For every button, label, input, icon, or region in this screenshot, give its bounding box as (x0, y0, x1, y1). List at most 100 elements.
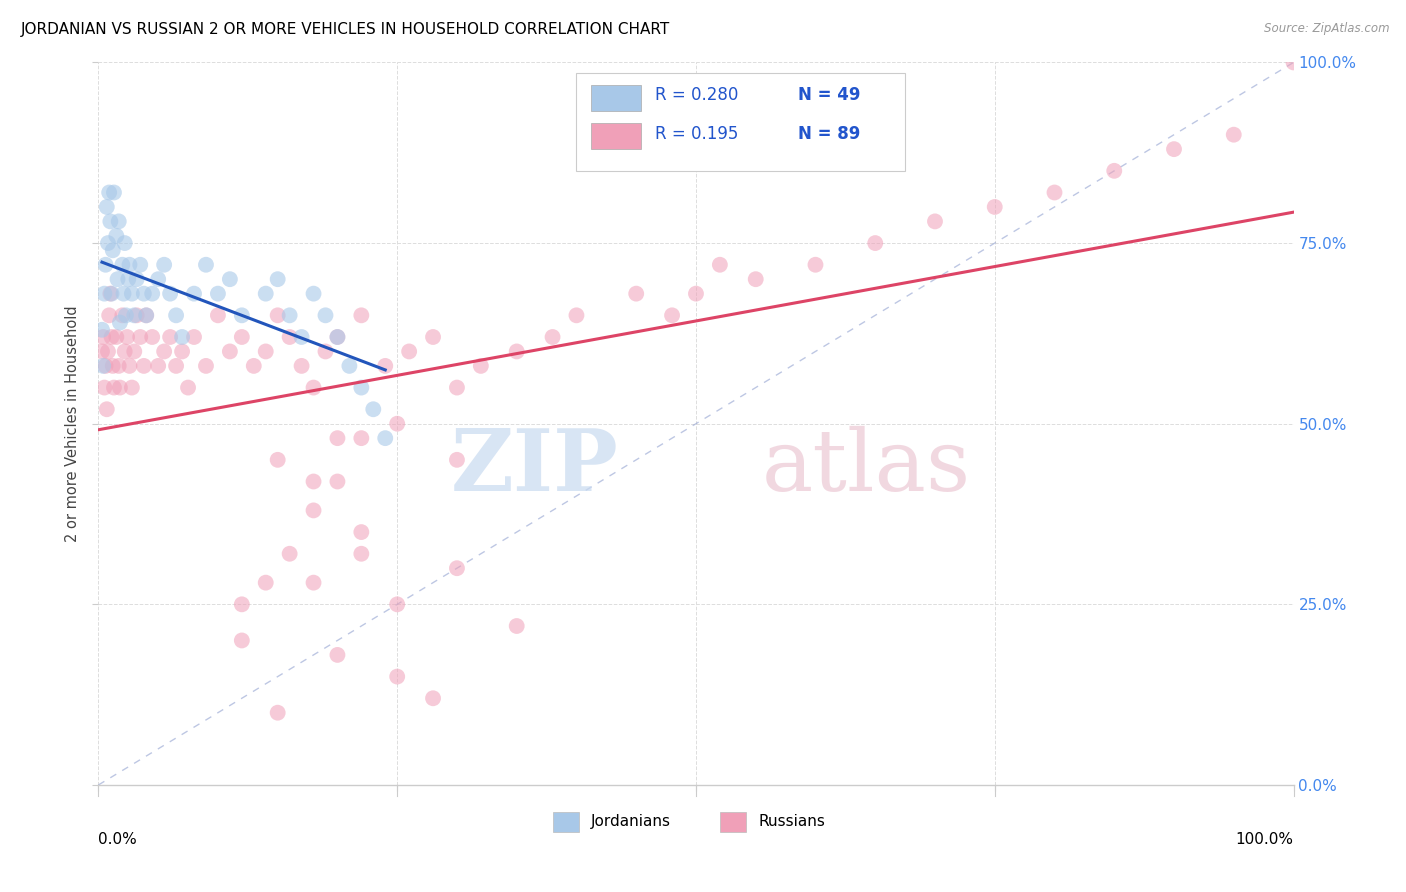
Point (159, 286, 181, 301)
Text: ZIP: ZIP (450, 425, 619, 509)
Point (339, 359, 361, 373)
Point (565, 309, 588, 323)
Point (129, 258, 152, 272)
Point (195, 258, 218, 272)
Point (105, 330, 128, 344)
Point (350, 547, 373, 561)
Point (243, 359, 266, 373)
Point (91, 359, 114, 373)
Point (422, 691, 444, 706)
Bar (720, 812, 747, 832)
Point (93, 380, 115, 394)
Point (94, 359, 117, 373)
Point (148, 272, 170, 286)
Point (326, 330, 349, 344)
Point (804, 258, 827, 272)
Text: N = 49: N = 49 (797, 87, 860, 104)
Point (291, 330, 314, 344)
Point (121, 286, 143, 301)
Point (103, 380, 125, 394)
Bar (591, 123, 641, 149)
Point (121, 380, 143, 394)
Point (103, 186, 125, 200)
Point (302, 380, 325, 394)
Point (141, 286, 163, 301)
Point (350, 380, 373, 394)
Text: R = 0.280: R = 0.280 (655, 87, 738, 104)
Y-axis label: 2 or more Vehicles in Household: 2 or more Vehicles in Household (65, 305, 80, 542)
Point (98, 309, 121, 323)
Point (91, 344, 114, 359)
Point (709, 258, 731, 272)
Point (385, 598, 409, 612)
Text: 0.0%: 0.0% (98, 832, 138, 847)
Bar (553, 812, 579, 832)
Point (105, 228, 128, 243)
Point (112, 286, 135, 301)
Point (1043, 186, 1066, 200)
Point (1104, 164, 1126, 178)
Point (267, 272, 290, 286)
Point (148, 359, 170, 373)
Point (98, 214, 122, 228)
Point (350, 524, 373, 539)
Point (135, 309, 157, 323)
Point (398, 344, 420, 359)
Point (1282, 55, 1305, 70)
Point (107, 359, 129, 373)
Point (326, 475, 349, 489)
Point (153, 344, 176, 359)
Point (114, 235, 136, 250)
Point (94, 258, 117, 272)
Point (745, 272, 768, 286)
Point (107, 272, 129, 286)
Point (100, 286, 122, 301)
Point (177, 380, 200, 394)
Point (254, 344, 277, 359)
Point (117, 272, 139, 286)
Point (326, 330, 349, 344)
Point (98, 286, 122, 301)
Point (231, 309, 253, 323)
Point (363, 402, 385, 417)
Point (172, 344, 194, 359)
Point (446, 453, 468, 467)
Point (118, 258, 141, 272)
Text: Jordanians: Jordanians (591, 814, 671, 830)
Point (125, 309, 148, 323)
Point (302, 503, 325, 517)
Point (153, 258, 176, 272)
Point (470, 359, 492, 373)
Point (385, 669, 409, 683)
Point (207, 309, 229, 323)
Point (115, 330, 138, 344)
Point (984, 200, 1007, 214)
Point (661, 309, 683, 323)
Point (96, 402, 118, 417)
Point (254, 286, 277, 301)
Point (97, 344, 120, 359)
Text: Source: ZipAtlas.com: Source: ZipAtlas.com (1264, 22, 1389, 36)
Point (111, 258, 134, 272)
Point (254, 575, 277, 590)
Point (108, 380, 131, 394)
Text: Russians: Russians (758, 814, 825, 830)
Point (446, 561, 468, 575)
Point (326, 431, 349, 445)
Point (267, 706, 290, 720)
Point (685, 286, 707, 301)
FancyBboxPatch shape (576, 73, 905, 171)
Point (350, 309, 373, 323)
Point (219, 344, 242, 359)
Point (446, 380, 468, 394)
Point (100, 330, 122, 344)
Text: JORDANIAN VS RUSSIAN 2 OR MORE VEHICLES IN HOUSEHOLD CORRELATION CHART: JORDANIAN VS RUSSIAN 2 OR MORE VEHICLES … (21, 22, 671, 37)
Point (541, 330, 564, 344)
Point (124, 344, 146, 359)
Text: 100.0%: 100.0% (1236, 832, 1294, 847)
Point (422, 330, 444, 344)
Point (93, 286, 115, 301)
Point (291, 359, 314, 373)
Point (118, 359, 141, 373)
Point (91, 323, 114, 337)
